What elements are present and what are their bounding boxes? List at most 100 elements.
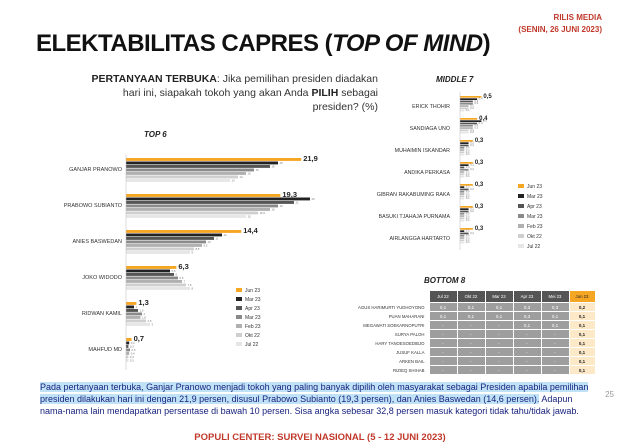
table-cell: 0,1 xyxy=(484,311,514,321)
category-label: SANDIAGA UNO xyxy=(410,126,450,132)
legend-swatch xyxy=(518,214,524,218)
bar xyxy=(460,210,469,213)
bar-value-label: 0,2 xyxy=(470,104,474,108)
legend-swatch xyxy=(518,204,524,208)
bar xyxy=(126,158,302,161)
legend-swatch xyxy=(236,297,242,301)
bottom8-table: Jul 22 Okt 22 Mar 23 Apr 23 Mei 23 Jun 23 AGUS… xyxy=(334,290,596,375)
bar-value-label: 0,2 xyxy=(470,207,474,211)
table-cell: - xyxy=(428,365,458,375)
bar xyxy=(126,211,258,215)
bar-value-label: 0,1 xyxy=(466,233,470,237)
bar xyxy=(126,230,242,233)
bar xyxy=(126,345,129,348)
legend-label: Jul 22 xyxy=(245,342,259,348)
bar xyxy=(460,124,473,127)
data-label: 0,3 xyxy=(475,226,484,232)
bar xyxy=(126,244,202,247)
data-label: 19,3 xyxy=(282,190,297,199)
table-cell: - xyxy=(456,338,486,348)
bar xyxy=(460,241,465,244)
bar-value-label: 0,2 xyxy=(470,128,474,132)
bar-value-label: 13 xyxy=(232,179,236,183)
bar-value-label: 18 xyxy=(272,165,276,169)
table-cell: 0,1 xyxy=(484,302,514,312)
bar xyxy=(126,338,132,341)
bar-value-label: 12 xyxy=(224,233,228,237)
table-cell: - xyxy=(484,320,514,330)
category-label: MUHAIMIN ISKANDAR xyxy=(395,148,451,154)
bar xyxy=(126,251,190,254)
bar-value-label: 0,3 xyxy=(474,126,478,130)
bar-value-label: 0,3 xyxy=(130,355,134,359)
category-label: ANDIKA PERKASA xyxy=(404,170,450,176)
bar-value-label: 11 xyxy=(216,237,219,241)
bar xyxy=(460,215,465,217)
table-cell: - xyxy=(512,329,542,339)
bar xyxy=(126,305,134,309)
release-info: RILIS MEDIA (SENIN, 26 JUNI 2023) xyxy=(518,12,602,36)
bar-value-label: 0,1 xyxy=(466,229,470,233)
legend-swatch xyxy=(236,342,242,346)
data-label: 6,3 xyxy=(178,262,188,271)
bar-value-label: 0,1 xyxy=(466,165,470,169)
bar-value-label: 0,3 xyxy=(474,123,478,127)
bar-value-label: 0,1 xyxy=(466,145,470,149)
legend-swatch xyxy=(236,288,242,292)
bar-value-label: 0,2 xyxy=(470,143,474,147)
bar-value-label: 8,5 xyxy=(196,247,200,251)
bar-value-label: 0,1 xyxy=(466,236,470,240)
data-label: 1,3 xyxy=(138,298,148,307)
bar-value-label: 0,2 xyxy=(470,163,474,167)
bar-value-label: 10 xyxy=(208,240,212,244)
table-header-row: Jul 22 Okt 22 Mar 23 Apr 23 Mei 23 Jun 23 xyxy=(334,290,596,303)
legend-swatch xyxy=(236,306,242,310)
bar xyxy=(126,359,129,362)
table-row-name: MEGAWATI SOEKARNOPUTRI xyxy=(334,320,429,330)
bar xyxy=(460,109,465,112)
legend-label: Jul 22 xyxy=(527,244,541,250)
table-cell: 0,1 xyxy=(568,356,596,366)
table-row: PUAN MAHARANI 0,1 0,1 0,1 0,3 0,1 0,1 xyxy=(334,311,596,321)
bar-value-label: 0,2 xyxy=(470,141,474,145)
summary-paragraph: Pada pertanyaan terbuka, Ganjar Pranowo … xyxy=(40,382,589,416)
table-cell: 0,1 xyxy=(568,347,596,357)
table-cell: - xyxy=(428,347,458,357)
bar xyxy=(460,217,465,220)
bar xyxy=(460,118,478,120)
bar xyxy=(126,168,254,172)
table-cell: 0,1 xyxy=(428,302,458,312)
table-cell: 0,3 xyxy=(540,302,570,312)
bar-value-label: 2,5 xyxy=(148,319,152,323)
table-cell: 0,1 xyxy=(512,320,542,330)
bar xyxy=(126,237,214,240)
bar xyxy=(460,212,465,215)
bar-value-label: 0,5 xyxy=(132,348,136,352)
bar xyxy=(126,204,278,208)
bar-value-label: 2 xyxy=(144,312,146,316)
table-cell: - xyxy=(540,338,570,348)
bar xyxy=(460,173,465,176)
bar-value-label: 0,1 xyxy=(466,196,470,200)
legend-label: Mar 23 xyxy=(245,315,261,321)
release-label: RILIS MEDIA xyxy=(553,13,602,22)
middle7-title: MIDDLE 7 xyxy=(436,75,474,84)
bar-value-label: 0,5 xyxy=(483,119,487,123)
table-cell: - xyxy=(512,356,542,366)
bar-value-label: 14 xyxy=(240,175,244,179)
bar-value-label: 21 xyxy=(296,201,300,205)
bar xyxy=(460,230,465,232)
data-label: 0,3 xyxy=(475,138,484,144)
legend-label: Jun 23 xyxy=(245,288,260,294)
bar-value-label: 0,1 xyxy=(466,211,470,215)
table-row-name: AGUS HARIMURTI YUDHOYONO xyxy=(334,302,429,312)
footer-source: POPULI CENTER: SURVEI NASIONAL (5 - 12 J… xyxy=(194,432,446,443)
bar xyxy=(126,233,222,237)
page-number: 25 xyxy=(605,390,614,399)
top6-title: TOP 6 xyxy=(144,130,167,139)
legend-swatch xyxy=(236,315,242,319)
bar xyxy=(460,184,473,186)
category-label: JOKO WIDODO xyxy=(82,275,122,281)
bar xyxy=(460,122,478,125)
table-row-name: JUSUF KALLA xyxy=(334,347,429,357)
